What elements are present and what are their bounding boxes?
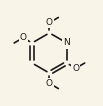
Text: O: O (72, 64, 79, 73)
Text: O: O (20, 33, 27, 42)
Text: O: O (46, 79, 53, 88)
Text: O: O (46, 18, 53, 27)
Text: N: N (63, 38, 70, 47)
